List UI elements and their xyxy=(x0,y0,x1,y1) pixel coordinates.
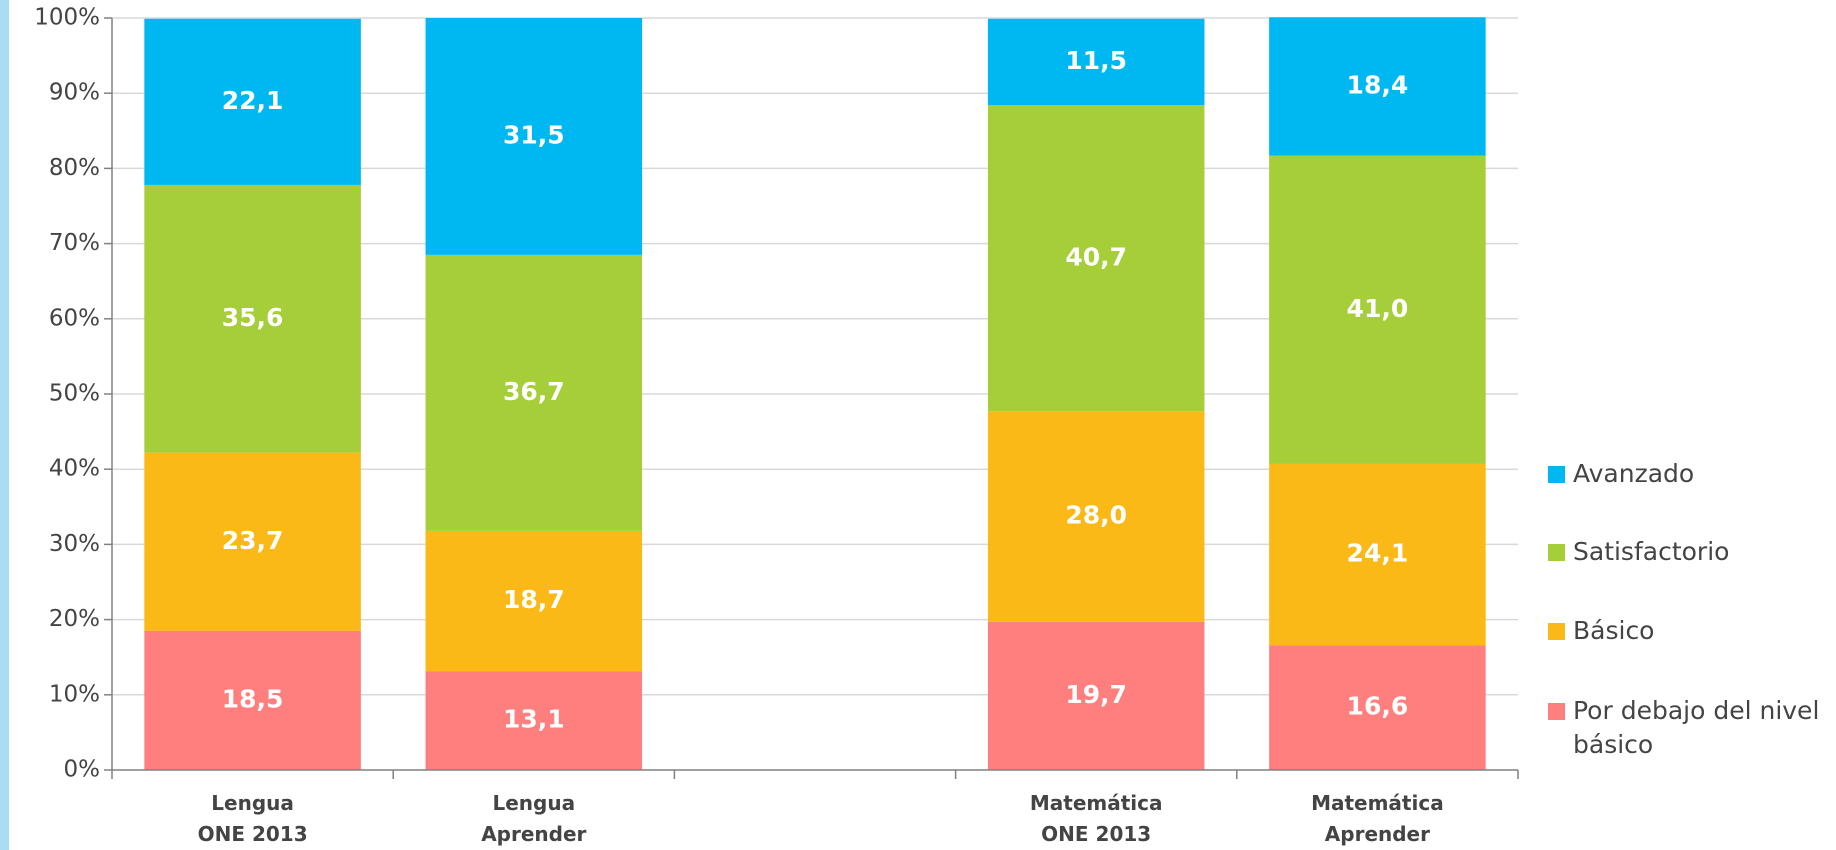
bar-segment xyxy=(987,105,1205,412)
value-label: 40,7 xyxy=(1065,242,1127,271)
value-label: 41,0 xyxy=(1347,294,1409,323)
bar-segment xyxy=(1269,17,1486,156)
legend-label: Satisfactorio xyxy=(1573,537,1730,566)
bar-segment xyxy=(425,530,643,672)
bar-segment xyxy=(144,18,361,185)
value-label: 16,6 xyxy=(1347,692,1409,721)
bar-segment xyxy=(1269,155,1486,464)
y-tick-label: 0% xyxy=(64,757,101,783)
y-tick-label: 20% xyxy=(49,606,100,632)
bar-segment xyxy=(144,630,361,770)
legend-swatch xyxy=(1548,466,1565,483)
y-tick-label: 70% xyxy=(49,230,100,256)
bar-segment xyxy=(425,254,643,531)
value-label: 18,5 xyxy=(222,684,284,713)
value-label: 22,1 xyxy=(222,86,284,115)
legend-label: Avanzado xyxy=(1573,459,1695,488)
y-tick-label: 10% xyxy=(49,681,100,707)
value-label: 35,6 xyxy=(222,303,284,332)
bar-segment xyxy=(987,411,1205,622)
value-label: 28,0 xyxy=(1065,501,1127,530)
legend-label: Por debajo del nivel básico xyxy=(1573,696,1820,759)
bar-segment xyxy=(425,18,643,255)
value-label: 23,7 xyxy=(222,526,284,555)
y-tick-label: 30% xyxy=(49,531,100,557)
y-tick-label: 50% xyxy=(49,381,100,407)
legend-swatch xyxy=(1548,623,1565,640)
bar-segment xyxy=(987,621,1205,770)
value-label: 19,7 xyxy=(1065,680,1127,709)
bar-segment xyxy=(425,671,643,770)
x-tick-label: Lengua ONE 2013 xyxy=(197,791,308,846)
y-tick-label: 100% xyxy=(34,5,100,31)
legend-label: Básico xyxy=(1573,616,1655,645)
value-label: 31,5 xyxy=(503,120,565,149)
x-tick-label: Lengua Aprender xyxy=(481,791,587,846)
x-tick-label: Matemática ONE 2013 xyxy=(1029,791,1163,846)
value-label: 24,1 xyxy=(1347,539,1409,568)
legend-item: Satisfactorio xyxy=(1548,535,1833,569)
y-tick-label: 40% xyxy=(49,456,100,482)
legend-item: Por debajo del nivel básico xyxy=(1548,694,1833,762)
value-label: 18,7 xyxy=(503,585,565,614)
value-label: 18,4 xyxy=(1347,70,1409,99)
value-label: 13,1 xyxy=(503,705,565,734)
value-label: 36,7 xyxy=(503,377,565,406)
y-tick-label: 60% xyxy=(49,305,100,331)
value-label: 11,5 xyxy=(1065,46,1127,75)
y-tick-label: 90% xyxy=(49,80,100,106)
x-tick-label: Matemática Aprender xyxy=(1311,791,1444,846)
bar-segment xyxy=(144,452,361,631)
bar-segment xyxy=(1269,645,1486,770)
legend-item: Avanzado xyxy=(1548,457,1833,491)
bar-segment xyxy=(1269,463,1486,646)
legend-item: Básico xyxy=(1548,614,1833,648)
y-tick-label: 80% xyxy=(49,155,100,181)
bar-segment xyxy=(987,18,1205,106)
side-strip xyxy=(0,0,9,850)
legend-swatch xyxy=(1548,703,1565,720)
legend-swatch xyxy=(1548,544,1565,561)
bar-segment xyxy=(144,184,361,453)
